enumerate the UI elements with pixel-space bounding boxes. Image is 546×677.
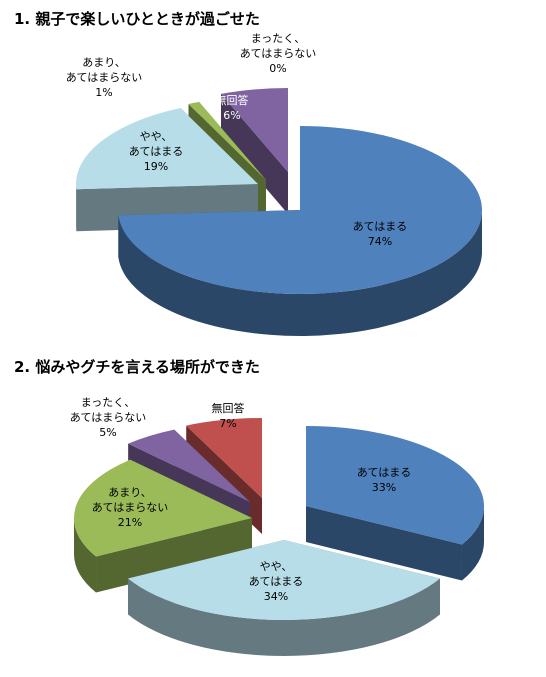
chart-2-slice-2 [73, 459, 252, 593]
chart-2-pie: あてはまる33%やや、あてはまる34%あまり、あてはまらない21%まったく、あて… [70, 396, 484, 656]
chart-2-slice-3-label: あてはまらない [70, 411, 147, 424]
chart-1-slice-3-label: あてはまらない [240, 47, 317, 60]
chart-2-slice-2-label: あまり、 [108, 486, 152, 499]
chart-2-slice-2-label: あてはまらない [92, 501, 169, 514]
chart-1-pie: あてはまる74%やや、あてはまる19%あまり、あてはまらない1%まったく、あては… [66, 32, 483, 336]
chart-2-slice-4-label: 無回答 [212, 401, 245, 415]
chart-1-slice-2-label: あまり、 [82, 56, 126, 69]
chart-2-slice-1-label: あてはまる [249, 575, 304, 588]
chart-1-slice-1-percent: 19% [144, 160, 168, 173]
chart-1-slice-0-label: あてはまる [353, 220, 408, 233]
chart-1-slice-0 [118, 126, 483, 336]
chart-1-slice-1-label: あてはまる [129, 145, 184, 158]
chart-1-slice-4 [221, 88, 288, 214]
chart-2-slice-0-percent: 33% [372, 481, 396, 494]
chart-1-slice-4-label: 無回答 [216, 93, 249, 107]
chart-1-title: 1. 親子で楽しいひとときが過ごせた [14, 10, 260, 28]
chart-2-slice-1-label: やや、 [260, 560, 293, 573]
chart-1-slice-3-percent: 0% [269, 62, 286, 75]
chart-1-slice-4-percent: 6% [223, 109, 240, 122]
chart-2-slice-0-label: あてはまる [357, 466, 412, 479]
chart-2-slice-4-percent: 7% [219, 417, 236, 430]
chart-2-slice-1-percent: 34% [264, 590, 288, 603]
chart-2-slice-1 [128, 540, 440, 656]
chart-1-slice-3-label: まったく、 [251, 32, 306, 45]
chart-2-slice-3-percent: 5% [99, 426, 116, 439]
chart-2-slice-3-label: まったく、 [81, 396, 136, 409]
chart-1-slice-2-label: あてはまらない [66, 71, 143, 84]
chart-2-title: 2. 悩みやグチを言える場所ができた [14, 358, 260, 376]
chart-1-slice-0-percent: 74% [368, 235, 392, 248]
chart-1-slice-1-label: やや、 [140, 130, 173, 143]
chart-2-slice-0 [306, 426, 484, 581]
chart-2-slice-2-percent: 21% [118, 516, 142, 529]
chart-1-slice-2-percent: 1% [95, 86, 112, 99]
